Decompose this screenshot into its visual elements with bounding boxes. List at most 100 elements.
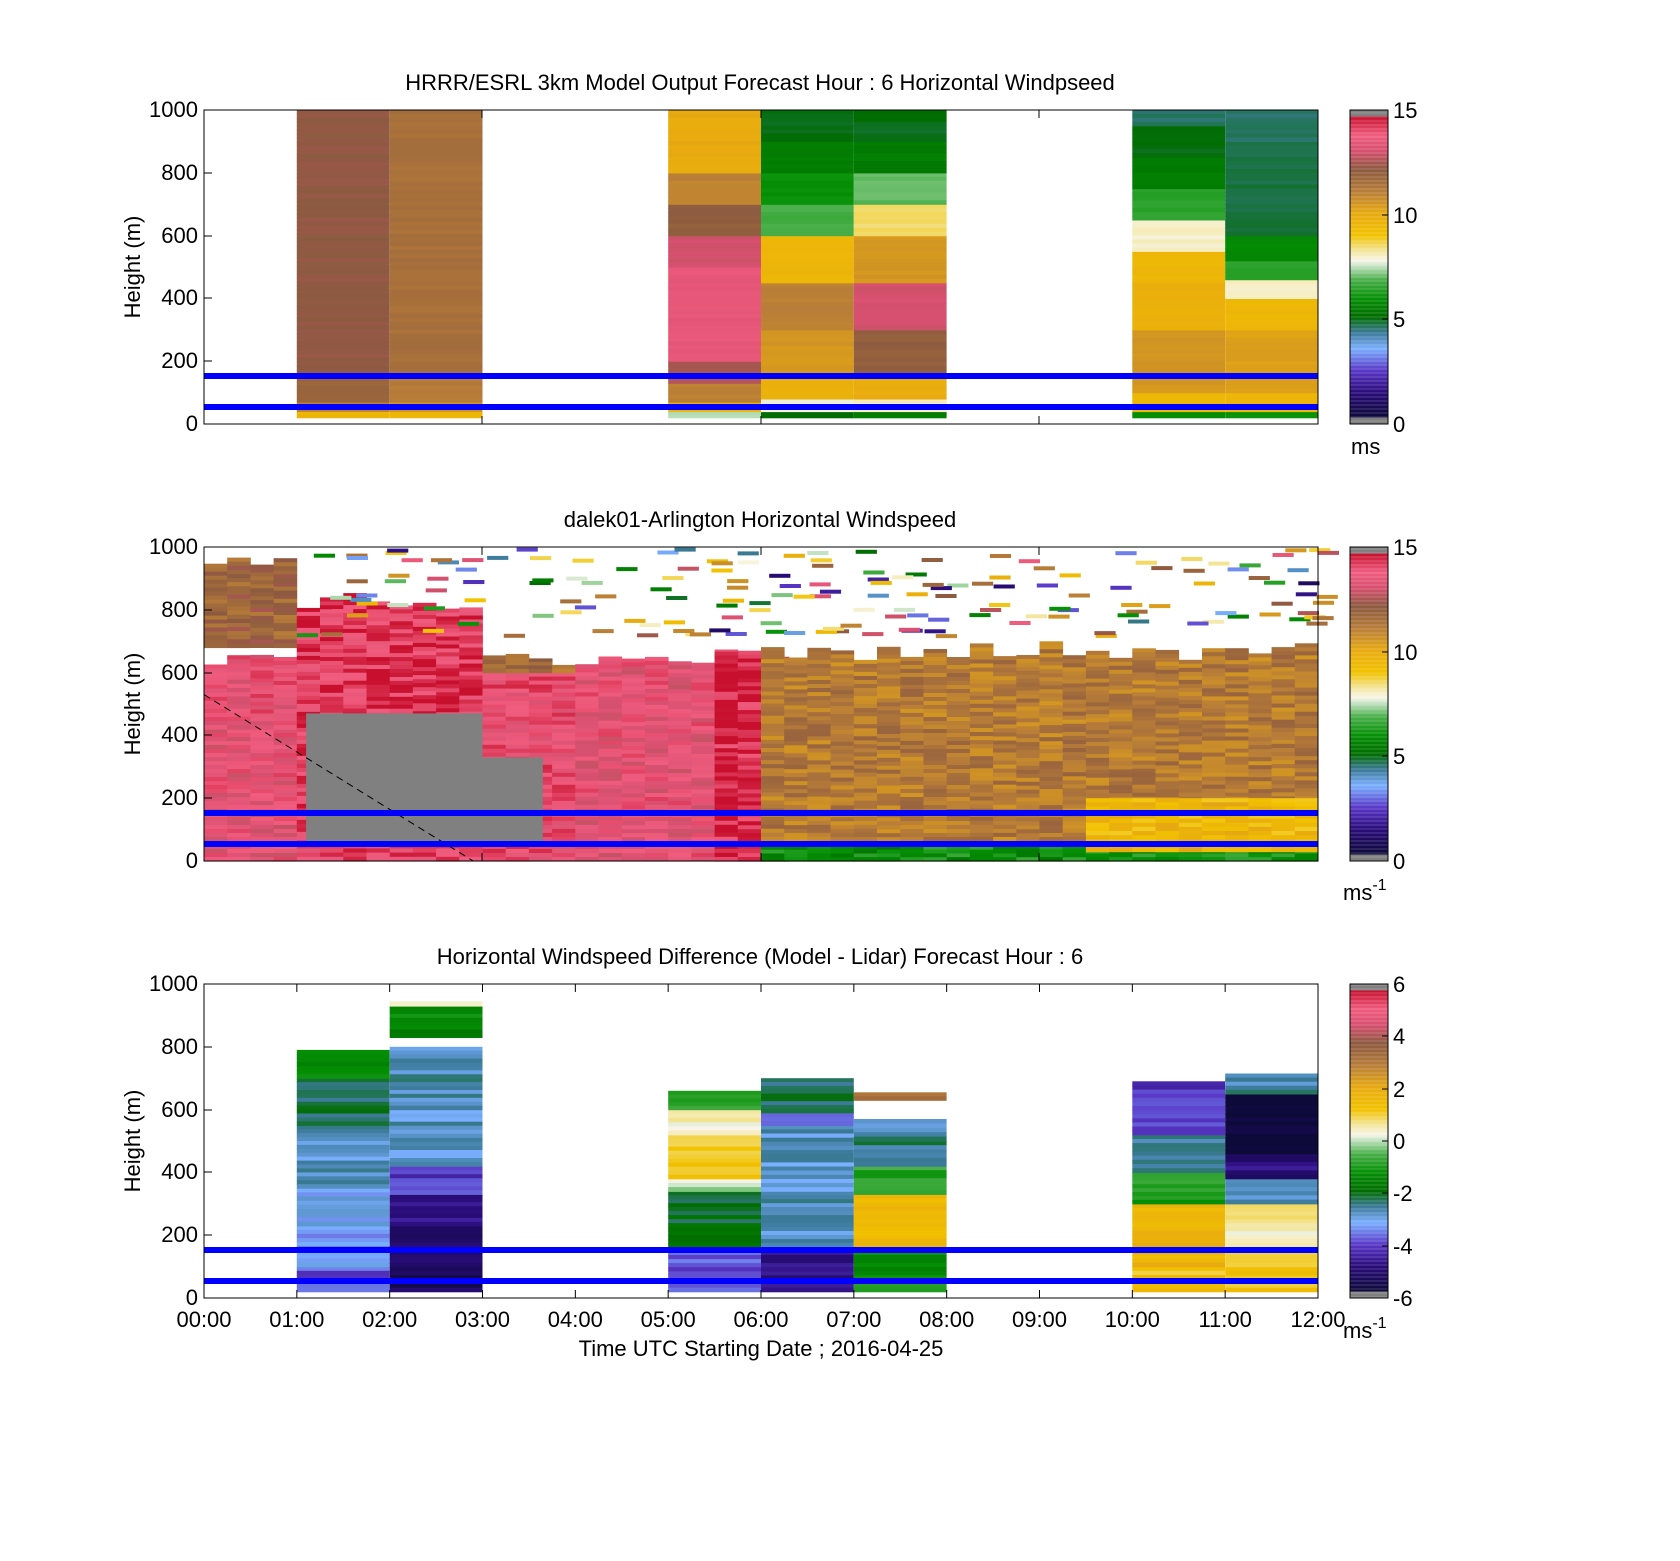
heatmap-cell (737, 694, 762, 699)
heatmap-cell (714, 824, 739, 830)
heatmap-cell (737, 722, 762, 727)
heatmap-cell (250, 729, 274, 734)
heatmap-cell (691, 674, 715, 680)
heatmap-cell (969, 736, 994, 741)
heatmap-cell (482, 857, 507, 862)
heatmap-cell (1132, 161, 1226, 166)
heatmap-cell (296, 393, 390, 399)
heatmap-cell (853, 1242, 947, 1248)
heatmap-cell (946, 789, 971, 794)
panel-difference-reference-lines (204, 1247, 1318, 1284)
heatmap-cell (389, 301, 483, 307)
heatmap-cell (853, 688, 878, 693)
heatmap-cell (412, 630, 437, 636)
heatmap-cell (389, 189, 483, 195)
heatmap-cell (830, 757, 855, 763)
heatmap-cell (459, 671, 483, 677)
heatmap-cell (296, 1058, 390, 1063)
heatmap-cell (761, 1191, 854, 1196)
heatmap-cell (784, 745, 808, 750)
heatmap-cell (1132, 1235, 1226, 1240)
heatmap-cell (761, 1082, 854, 1087)
heatmap-cell (1271, 655, 1296, 660)
heatmap-cell (1016, 761, 1040, 767)
heatmap-cell (1039, 789, 1064, 794)
heatmap-cell (227, 582, 251, 587)
heatmap-cell (761, 259, 854, 264)
heatmap-cell (598, 692, 623, 698)
heatmap-cell (296, 277, 390, 283)
heatmap-cell (1085, 777, 1110, 783)
heatmap-cell (1271, 711, 1296, 717)
heatmap-cell (714, 675, 739, 681)
heatmap-cell (250, 829, 274, 834)
heatmap-cell (993, 828, 1017, 834)
heatmap-cell (1132, 133, 1226, 139)
heatmap-cell (296, 1133, 390, 1138)
heatmap-cell (575, 836, 599, 842)
heatmap-cell (598, 832, 623, 838)
heatmap-cell (1085, 706, 1110, 711)
heatmap-cell (1271, 659, 1296, 664)
heatmap-cell (1039, 849, 1064, 855)
heatmap-cell (668, 1207, 761, 1212)
heatmap-cell (761, 255, 854, 260)
heatmap-cell (1062, 849, 1087, 855)
heatmap-cell (389, 1275, 483, 1280)
heatmap-cell (598, 660, 623, 666)
heatmap-cell (1085, 789, 1110, 795)
heatmap-cell (877, 753, 901, 759)
heatmap-cell (250, 709, 274, 715)
heatmap-cell (389, 1054, 483, 1060)
heatmap-cell (923, 837, 948, 842)
heatmap-cell (552, 708, 576, 714)
heatmap-cell (853, 137, 947, 142)
heatmap-cell (389, 688, 414, 694)
heatmap-cell (1294, 792, 1319, 798)
heatmap-cell (1062, 727, 1087, 733)
heatmap-cell (1294, 748, 1319, 753)
heatmap-cell (1109, 793, 1133, 798)
xtick-label: 06:00 (733, 1307, 788, 1332)
heatmap-cell (830, 702, 855, 707)
heatmap-cell (1225, 1283, 1318, 1289)
heatmap-cell (892, 575, 914, 580)
heatmap-cell (575, 776, 599, 782)
heatmap-cell (900, 660, 924, 666)
heatmap-cell (969, 683, 994, 689)
heatmap-cell (250, 753, 274, 758)
heatmap-cell (668, 219, 761, 225)
heatmap-cell (1039, 693, 1064, 698)
heatmap-cell (1225, 1239, 1318, 1244)
heatmap-cell (877, 742, 901, 747)
heatmap-cell (273, 749, 298, 754)
heatmap-cell (853, 274, 947, 280)
heatmap-cell (389, 1009, 483, 1015)
colorbar-tick: 0 (1393, 1129, 1405, 1154)
heatmap-cell (784, 737, 808, 742)
heatmap-cell (761, 345, 854, 351)
heatmap-cell (674, 547, 696, 552)
heatmap-cell (621, 710, 646, 715)
heatmap-cell (761, 1089, 854, 1095)
heatmap-cell (1225, 283, 1318, 288)
heatmap-cell (761, 117, 854, 123)
heatmap-cell (1271, 776, 1296, 781)
panel-model-ylabel: Height (m) (120, 216, 145, 319)
heatmap-cell (784, 777, 808, 782)
heatmap-cell (1225, 1287, 1318, 1293)
heatmap-cell (389, 1202, 483, 1207)
heatmap-cell (1202, 792, 1226, 798)
heatmap-cell (1062, 824, 1087, 830)
heatmap-cell (343, 656, 367, 662)
heatmap-cell (761, 715, 785, 721)
heatmap-cell (1225, 341, 1318, 347)
heatmap-cell (784, 717, 808, 722)
heatmap-cell (1225, 822, 1249, 828)
heatmap-cell (691, 694, 715, 699)
heatmap-cell (1109, 806, 1133, 812)
heatmap-cell (1225, 306, 1318, 311)
heatmap-cell (725, 632, 747, 636)
heatmap-cell (1062, 663, 1087, 668)
heatmap-cell (621, 706, 646, 711)
